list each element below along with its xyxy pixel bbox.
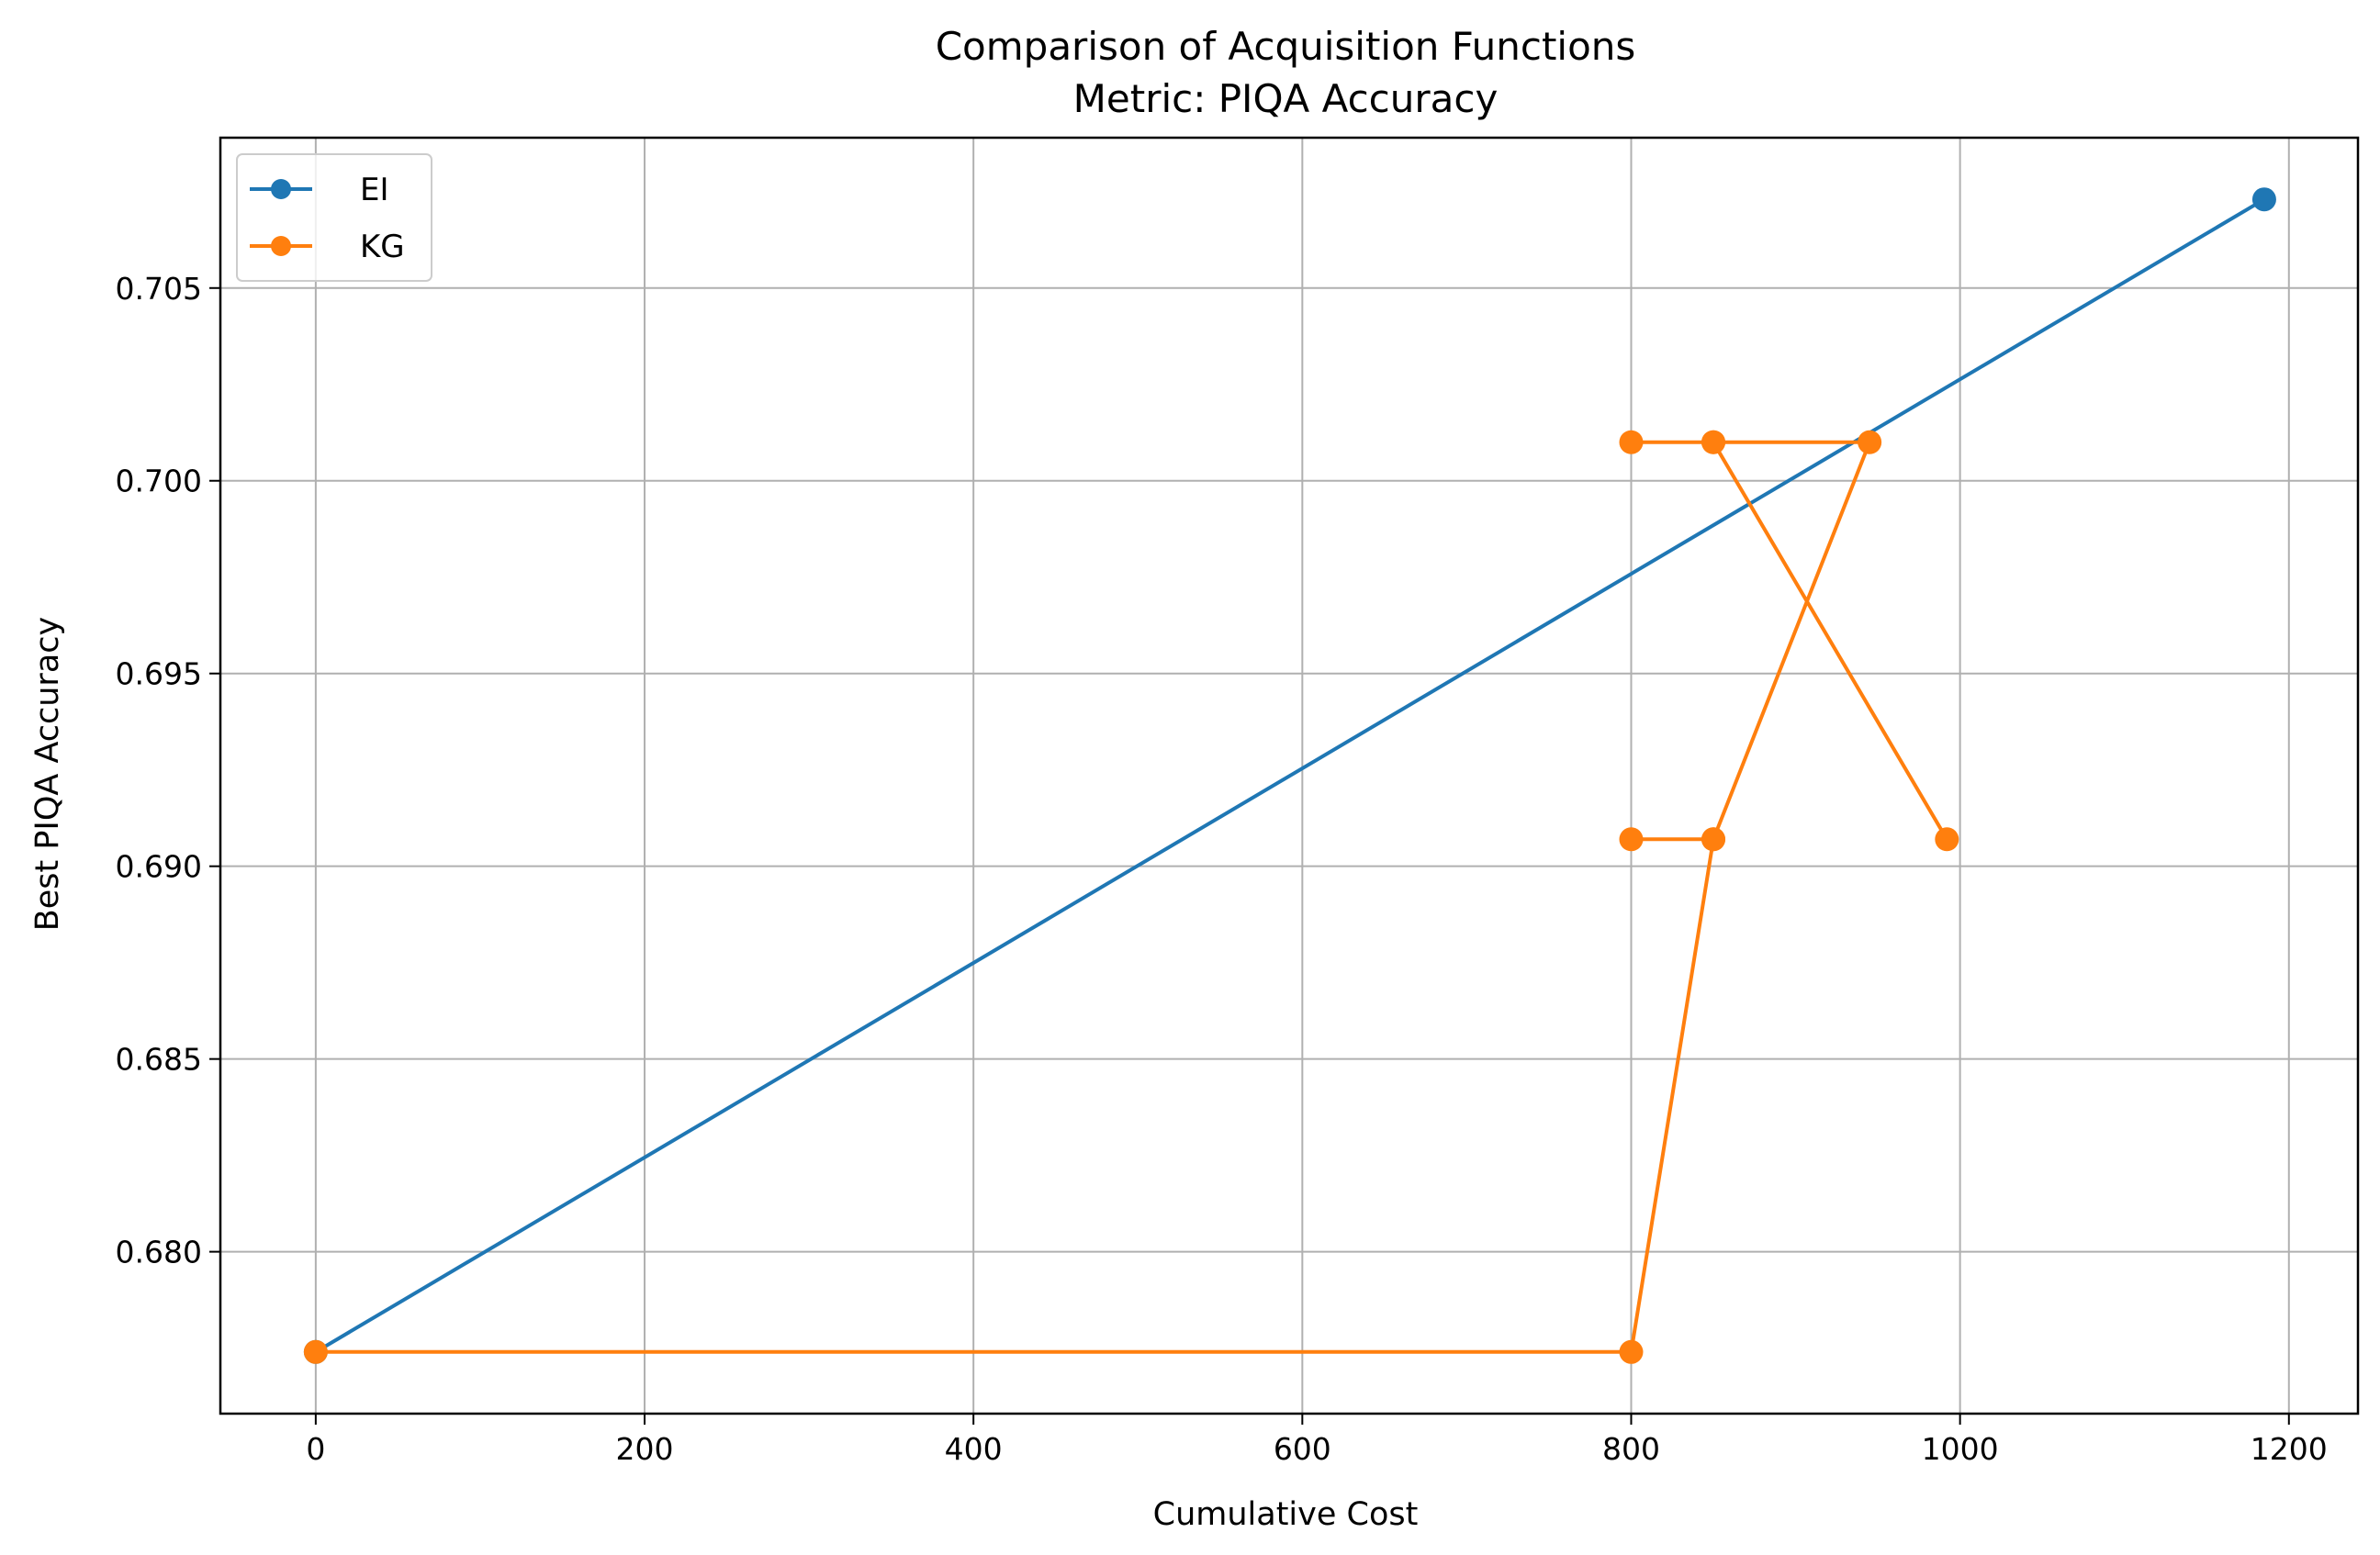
data-point-ei xyxy=(2251,187,2276,212)
legend-marker-kg xyxy=(271,236,291,256)
series-line-ei xyxy=(314,197,2265,1354)
data-point-kg xyxy=(1619,430,1644,454)
plot-frame xyxy=(219,136,2360,1415)
y-axis-label: Best PIQA Accuracy xyxy=(29,617,66,931)
legend-entry-kg: KG xyxy=(250,229,405,265)
chart-title: Comparison of Acquisition Functions xyxy=(936,24,1636,69)
series-layer xyxy=(303,187,2276,1364)
ticks: 0 200 400 600 800 1000 1200 0.680 0.685 0.690 0.69… xyxy=(116,271,2328,1467)
legend-entry-ei: EI xyxy=(250,172,389,208)
x-tick-label: 400 xyxy=(945,1431,1003,1467)
legend-label-ei: EI xyxy=(360,172,389,208)
y-tick-label: 0.685 xyxy=(116,1042,202,1078)
x-tick-label: 1000 xyxy=(1922,1431,1999,1467)
x-axis-label: Cumulative Cost xyxy=(1153,1496,1419,1533)
x-tick-label: 200 xyxy=(616,1431,674,1467)
series-line-kg xyxy=(315,440,1949,1354)
y-tick-label: 0.680 xyxy=(116,1235,202,1270)
data-point-kg xyxy=(1701,430,1726,454)
legend-label-kg: KG xyxy=(360,229,405,265)
data-point-kg xyxy=(1935,827,1959,852)
y-tick-label: 0.690 xyxy=(116,849,202,885)
x-tick-label: 600 xyxy=(1274,1431,1331,1467)
data-point-kg xyxy=(1701,827,1726,852)
x-tick-label: 800 xyxy=(1602,1431,1660,1467)
y-tick-label: 0.695 xyxy=(116,656,202,692)
y-tick-label: 0.705 xyxy=(116,271,202,307)
legend-marker-ei xyxy=(271,179,291,199)
data-point-kg xyxy=(1619,1339,1644,1364)
data-point-kg xyxy=(303,1339,328,1364)
data-point-kg xyxy=(1858,430,1882,454)
x-tick-label: 0 xyxy=(306,1431,325,1467)
x-tick-label: 1200 xyxy=(2251,1431,2328,1467)
grid xyxy=(220,138,2358,1414)
y-tick-label: 0.700 xyxy=(116,464,202,499)
data-point-kg xyxy=(1619,827,1644,852)
legend: EI KG xyxy=(236,153,432,282)
chart-subtitle: Metric: PIQA Accuracy xyxy=(1073,76,1499,121)
